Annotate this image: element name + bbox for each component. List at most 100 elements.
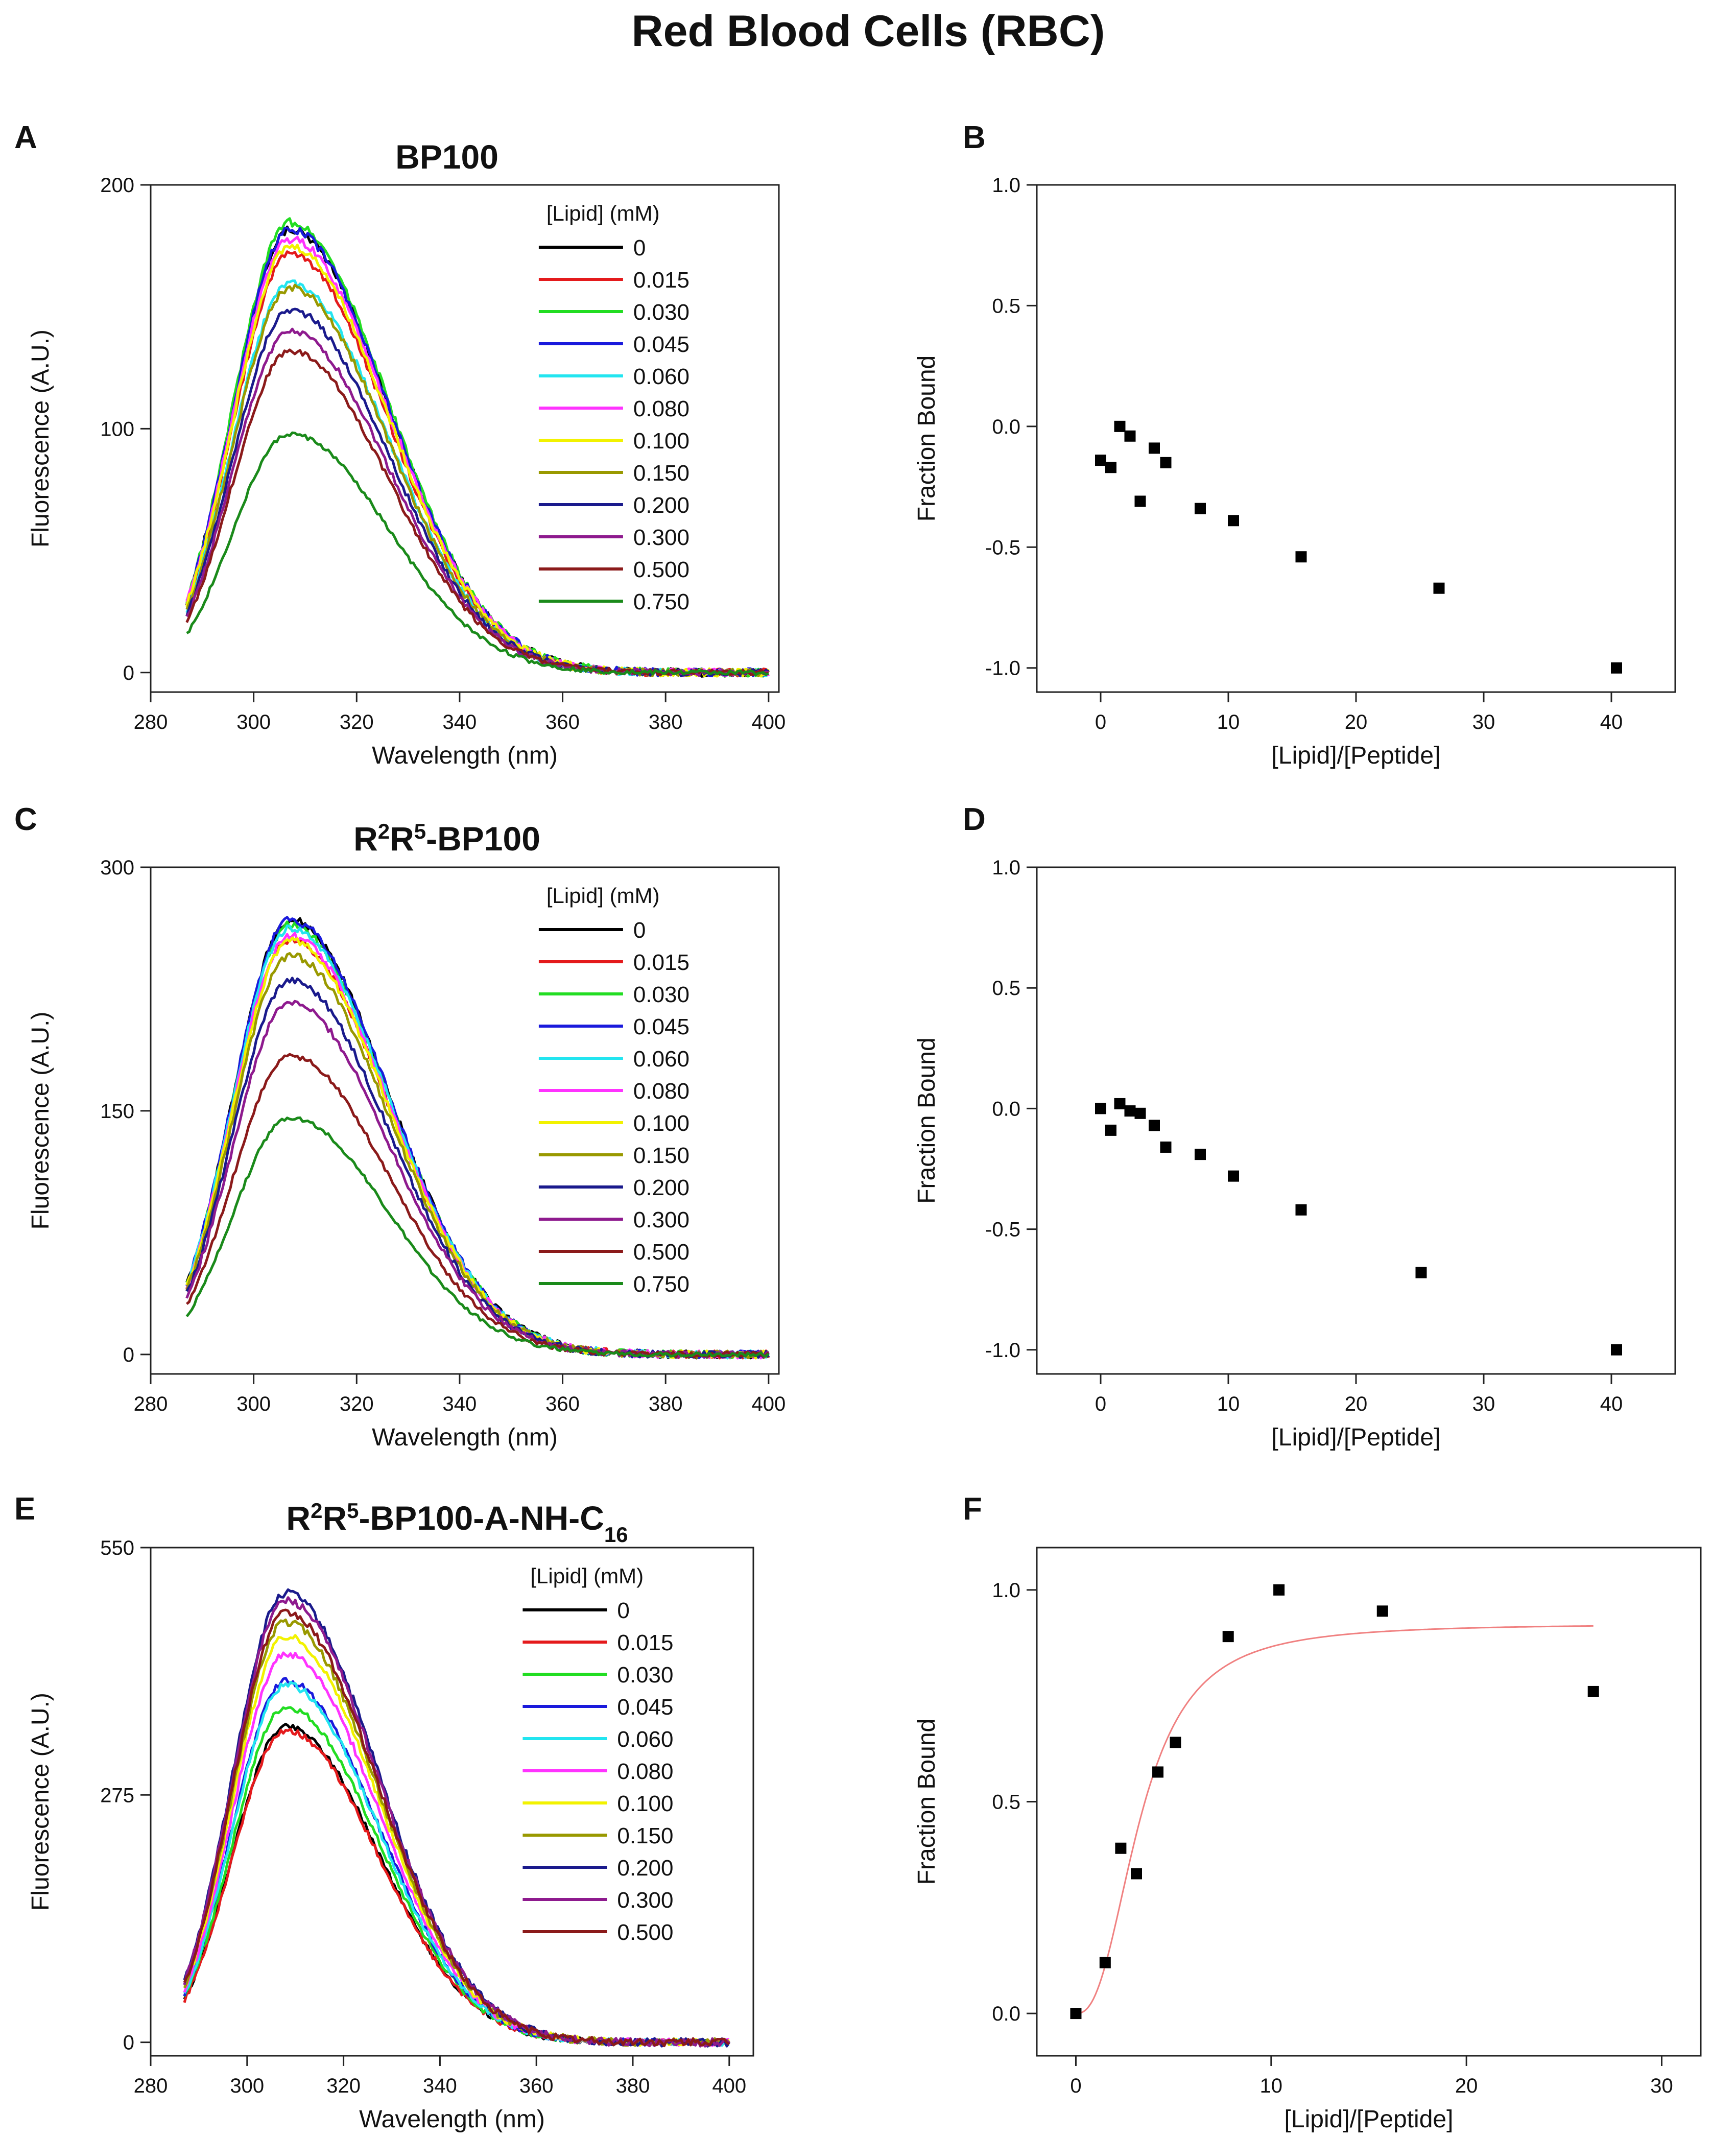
data-point — [1105, 1124, 1116, 1136]
legend-label: 0.200 — [633, 493, 689, 518]
data-point — [1114, 420, 1126, 432]
panel-d: D 0 10 20 30 40 -1.0 -0.5 0.0 0.5 1.0 [Lipid]/[Pept… — [913, 802, 1676, 1451]
x-tick-label: 320 — [340, 711, 374, 733]
legend-label: 0.100 — [633, 429, 689, 454]
data-point — [1160, 457, 1172, 468]
data-point — [1222, 1631, 1234, 1643]
legend-label: 0.200 — [617, 1856, 673, 1881]
data-point — [1095, 1103, 1106, 1114]
data-point — [1114, 1098, 1126, 1109]
data-point — [1134, 1107, 1146, 1119]
x-tick-label: 300 — [230, 2075, 264, 2097]
panel-title: R2R5-BP100 — [353, 819, 540, 858]
title-superscript: 5 — [414, 819, 426, 843]
legend-label: 0.080 — [617, 1759, 673, 1784]
x-tick-label: 360 — [545, 711, 580, 733]
y-axis-label: Fraction Bound — [913, 355, 940, 522]
legend-label: 0.750 — [633, 589, 689, 614]
y-axis-label: Fluorescence (A.U.) — [27, 1012, 54, 1230]
x-tick-label: 340 — [443, 1393, 477, 1415]
y-tick-label: 0.0 — [992, 416, 1020, 438]
x-tick-label: 380 — [649, 711, 683, 733]
y-axis-label: Fraction Bound — [913, 1719, 940, 1885]
legend-label: 0.030 — [633, 300, 689, 325]
x-tick-label: 340 — [423, 2075, 457, 2097]
data-point — [1195, 503, 1206, 514]
x-tick-label: 0 — [1095, 1393, 1106, 1415]
y-tick-label: 275 — [100, 1784, 134, 1807]
y-tick-label: 550 — [100, 1537, 134, 1559]
legend-label: 0.500 — [633, 1240, 689, 1265]
y-tick-label: 0.5 — [992, 977, 1020, 1000]
x-axis-label: Wavelength (nm) — [359, 2106, 545, 2133]
data-point — [1124, 430, 1136, 442]
legend-label: 0.300 — [617, 1888, 673, 1913]
panel-letter: A — [14, 120, 37, 155]
y-axis-label: Fluorescence (A.U.) — [27, 1693, 54, 1911]
y-tick-label: 1.0 — [992, 174, 1020, 197]
data-point — [1433, 582, 1445, 594]
legend-label: 0.100 — [617, 1791, 673, 1816]
y-axis-label: Fraction Bound — [913, 1037, 940, 1204]
plot-frame — [150, 184, 780, 693]
panel-title: R2R5-BP100-A-NH-C16 — [286, 1499, 628, 1547]
legend-label: 0.030 — [633, 982, 689, 1007]
y-tick-label: 300 — [100, 857, 134, 879]
data-point — [1376, 1605, 1388, 1617]
plot-frame — [1036, 866, 1676, 1375]
legend-title: [Lipid] (mM) — [546, 201, 660, 225]
legend-label: 0.150 — [633, 1143, 689, 1168]
x-tick-label: 340 — [443, 711, 477, 733]
title-part: BP100 — [395, 138, 498, 176]
x-tick-label: 400 — [751, 1393, 786, 1415]
x-axis-label: [Lipid]/[Peptide] — [1272, 742, 1441, 769]
legend-label: 0.045 — [633, 1014, 689, 1039]
panel-b: B 0 10 20 30 40 -1.0 -0.5 0.0 0.5 1.0 [Lipid]/[Pept… — [913, 120, 1676, 769]
title-part: R — [322, 1499, 347, 1537]
x-tick-label: 30 — [1472, 1393, 1495, 1415]
legend-title: [Lipid] (mM) — [546, 884, 660, 908]
panel-letter: B — [963, 120, 986, 155]
x-tick-label: 360 — [545, 1393, 580, 1415]
series-line — [185, 348, 769, 676]
data-point — [1149, 442, 1160, 454]
data-point — [1295, 1204, 1307, 1216]
x-tick-label: 380 — [616, 2075, 650, 2097]
x-axis-label: Wavelength (nm) — [372, 742, 558, 769]
x-tick-label: 30 — [1650, 2075, 1673, 2097]
legend-label: 0.015 — [633, 950, 689, 975]
x-tick-label: 10 — [1217, 711, 1240, 733]
legend-label: 0.060 — [617, 1727, 673, 1752]
title-subscript: 16 — [604, 1523, 628, 1547]
x-tick-label: 20 — [1345, 711, 1368, 733]
legend-label: 0.080 — [633, 396, 689, 421]
legend-label: 0.060 — [633, 1047, 689, 1072]
data-point — [1095, 455, 1106, 466]
data-point — [1273, 1584, 1285, 1596]
figure-title: Red Blood Cells (RBC) — [632, 7, 1105, 56]
x-tick-label: 20 — [1345, 1393, 1368, 1415]
x-tick-label: 10 — [1217, 1393, 1240, 1415]
legend-label: 0.300 — [633, 525, 689, 550]
data-point — [1611, 662, 1622, 674]
x-tick-label: 280 — [134, 1393, 168, 1415]
data-point — [1228, 515, 1239, 527]
legend-label: 0.100 — [633, 1111, 689, 1136]
x-tick-label: 40 — [1600, 711, 1623, 733]
title-part: R — [353, 820, 378, 858]
data-point — [1295, 551, 1307, 563]
y-tick-label: 1.0 — [992, 1579, 1020, 1602]
x-tick-label: 300 — [236, 1393, 271, 1415]
legend-label: 0 — [633, 235, 646, 260]
y-tick-label: 0.0 — [992, 2003, 1020, 2025]
y-tick-label: -0.5 — [985, 536, 1020, 559]
title-part: -BP100 — [426, 820, 540, 858]
legend-label: 0.200 — [633, 1175, 689, 1200]
data-point — [1105, 462, 1116, 473]
x-tick-label: 0 — [1095, 711, 1106, 733]
legend-label: 0.015 — [633, 268, 689, 293]
panel-title: BP100 — [395, 138, 498, 176]
x-axis-label: [Lipid]/[Peptide] — [1285, 2106, 1454, 2133]
